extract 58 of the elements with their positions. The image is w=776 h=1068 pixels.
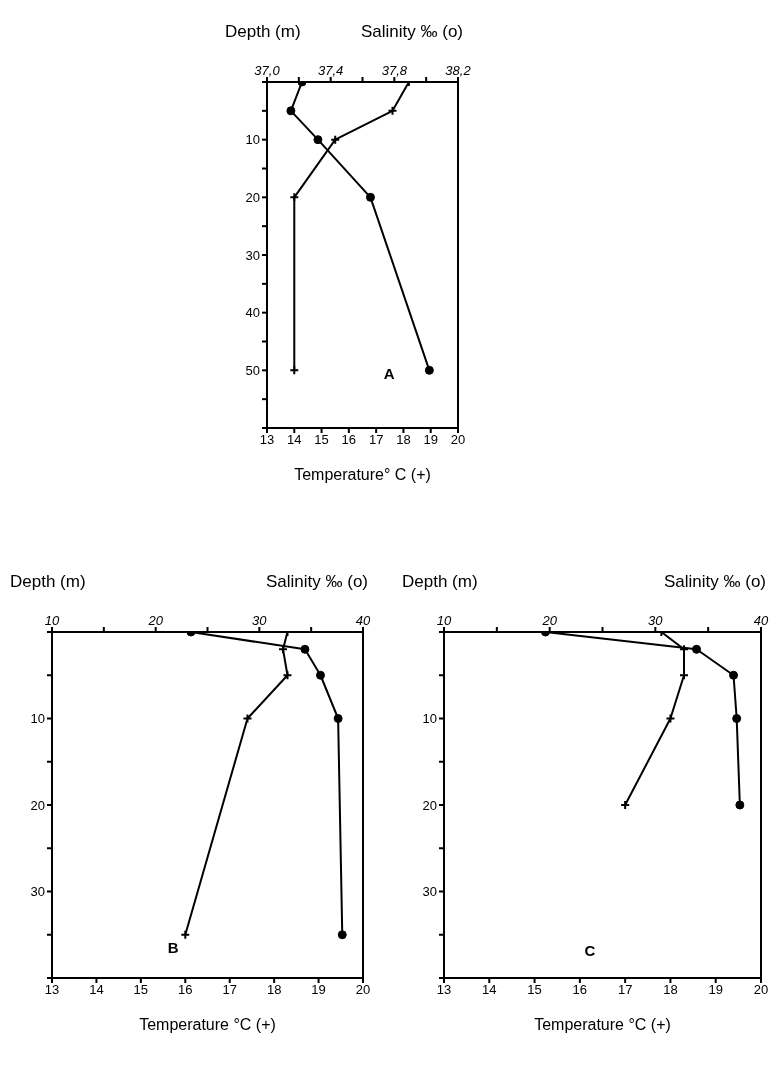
- x-tick-label: 15: [314, 432, 329, 448]
- x-tick-label: 18: [266, 982, 282, 998]
- x2-tick-label: 40: [753, 613, 769, 628]
- x-tick-label: 19: [311, 982, 326, 998]
- x-tick-label: 15: [527, 982, 542, 998]
- annotation: C: [584, 941, 596, 959]
- x-tick-label: 18: [663, 982, 678, 998]
- x2-tick-label: 40: [355, 613, 371, 628]
- y-tick-label: 10: [245, 132, 260, 148]
- x-tick-label: 17: [222, 982, 237, 998]
- y-axis-title: Depth (m): [225, 22, 301, 42]
- x-tick-label: 19: [423, 432, 438, 448]
- x-tick-label: 18: [396, 432, 411, 448]
- x2-axis-title: Salinity ‰ (o): [265, 572, 368, 592]
- x2-tick-label: 10: [436, 613, 452, 628]
- y-axis-title: Depth (m): [10, 572, 86, 592]
- x2-axis-title: Salinity ‰ (o): [663, 572, 766, 592]
- y-axis-title: Depth (m): [402, 572, 478, 592]
- y-tick-label: 10: [422, 711, 437, 727]
- annotation: B: [167, 938, 179, 956]
- x-tick-label: 15: [133, 982, 149, 998]
- annotation: A: [383, 364, 395, 382]
- x-tick-label: 20: [753, 982, 769, 998]
- x2-tick-label: 20: [541, 613, 558, 628]
- y-tick-label: 40: [245, 305, 260, 321]
- x-tick-label: 16: [341, 432, 357, 448]
- x-tick-label: 13: [436, 982, 452, 998]
- x2-tick-label: 10: [44, 613, 60, 628]
- x-tick-label: 19: [708, 982, 723, 998]
- y-tick-label: 30: [30, 884, 45, 900]
- x-tick-label: 14: [482, 982, 497, 998]
- x2-tick-label: 38,2: [445, 63, 472, 78]
- x-tick-label: 20: [355, 982, 371, 998]
- y-tick-label: 30: [422, 884, 437, 900]
- y-tick-label: 20: [245, 189, 260, 205]
- x-tick-label: 16: [572, 982, 588, 998]
- y-tick-label: 50: [245, 362, 260, 378]
- x-axis-title: Temperature °C (+): [139, 1016, 276, 1033]
- x-tick-label: 13: [44, 982, 60, 998]
- x-tick-label: 14: [287, 432, 302, 448]
- x-tick-label: 17: [368, 432, 384, 448]
- x2-axis-title: Salinity ‰ (o): [360, 22, 463, 42]
- y-tick-label: 20: [30, 797, 45, 813]
- y-tick-label: 20: [422, 797, 437, 813]
- y-tick-label: 30: [245, 247, 260, 263]
- x2-tick-label: 20: [147, 613, 164, 628]
- x-tick-label: 17: [617, 982, 633, 998]
- y-tick-label: 10: [30, 711, 45, 727]
- x2-tick-label: 37,4: [318, 63, 344, 78]
- x-tick-label: 13: [259, 432, 275, 448]
- x2-tick-label: 37,8: [381, 63, 408, 78]
- x-axis-title: Temperature °C (+): [534, 1016, 671, 1033]
- x-tick-label: 14: [89, 982, 104, 998]
- x2-tick-label: 37,0: [254, 63, 281, 78]
- x-tick-label: 20: [450, 432, 466, 448]
- x-tick-label: 16: [178, 982, 193, 998]
- x-axis-title: Temperature° C (+): [294, 466, 431, 483]
- x2-tick-label: 30: [648, 613, 664, 628]
